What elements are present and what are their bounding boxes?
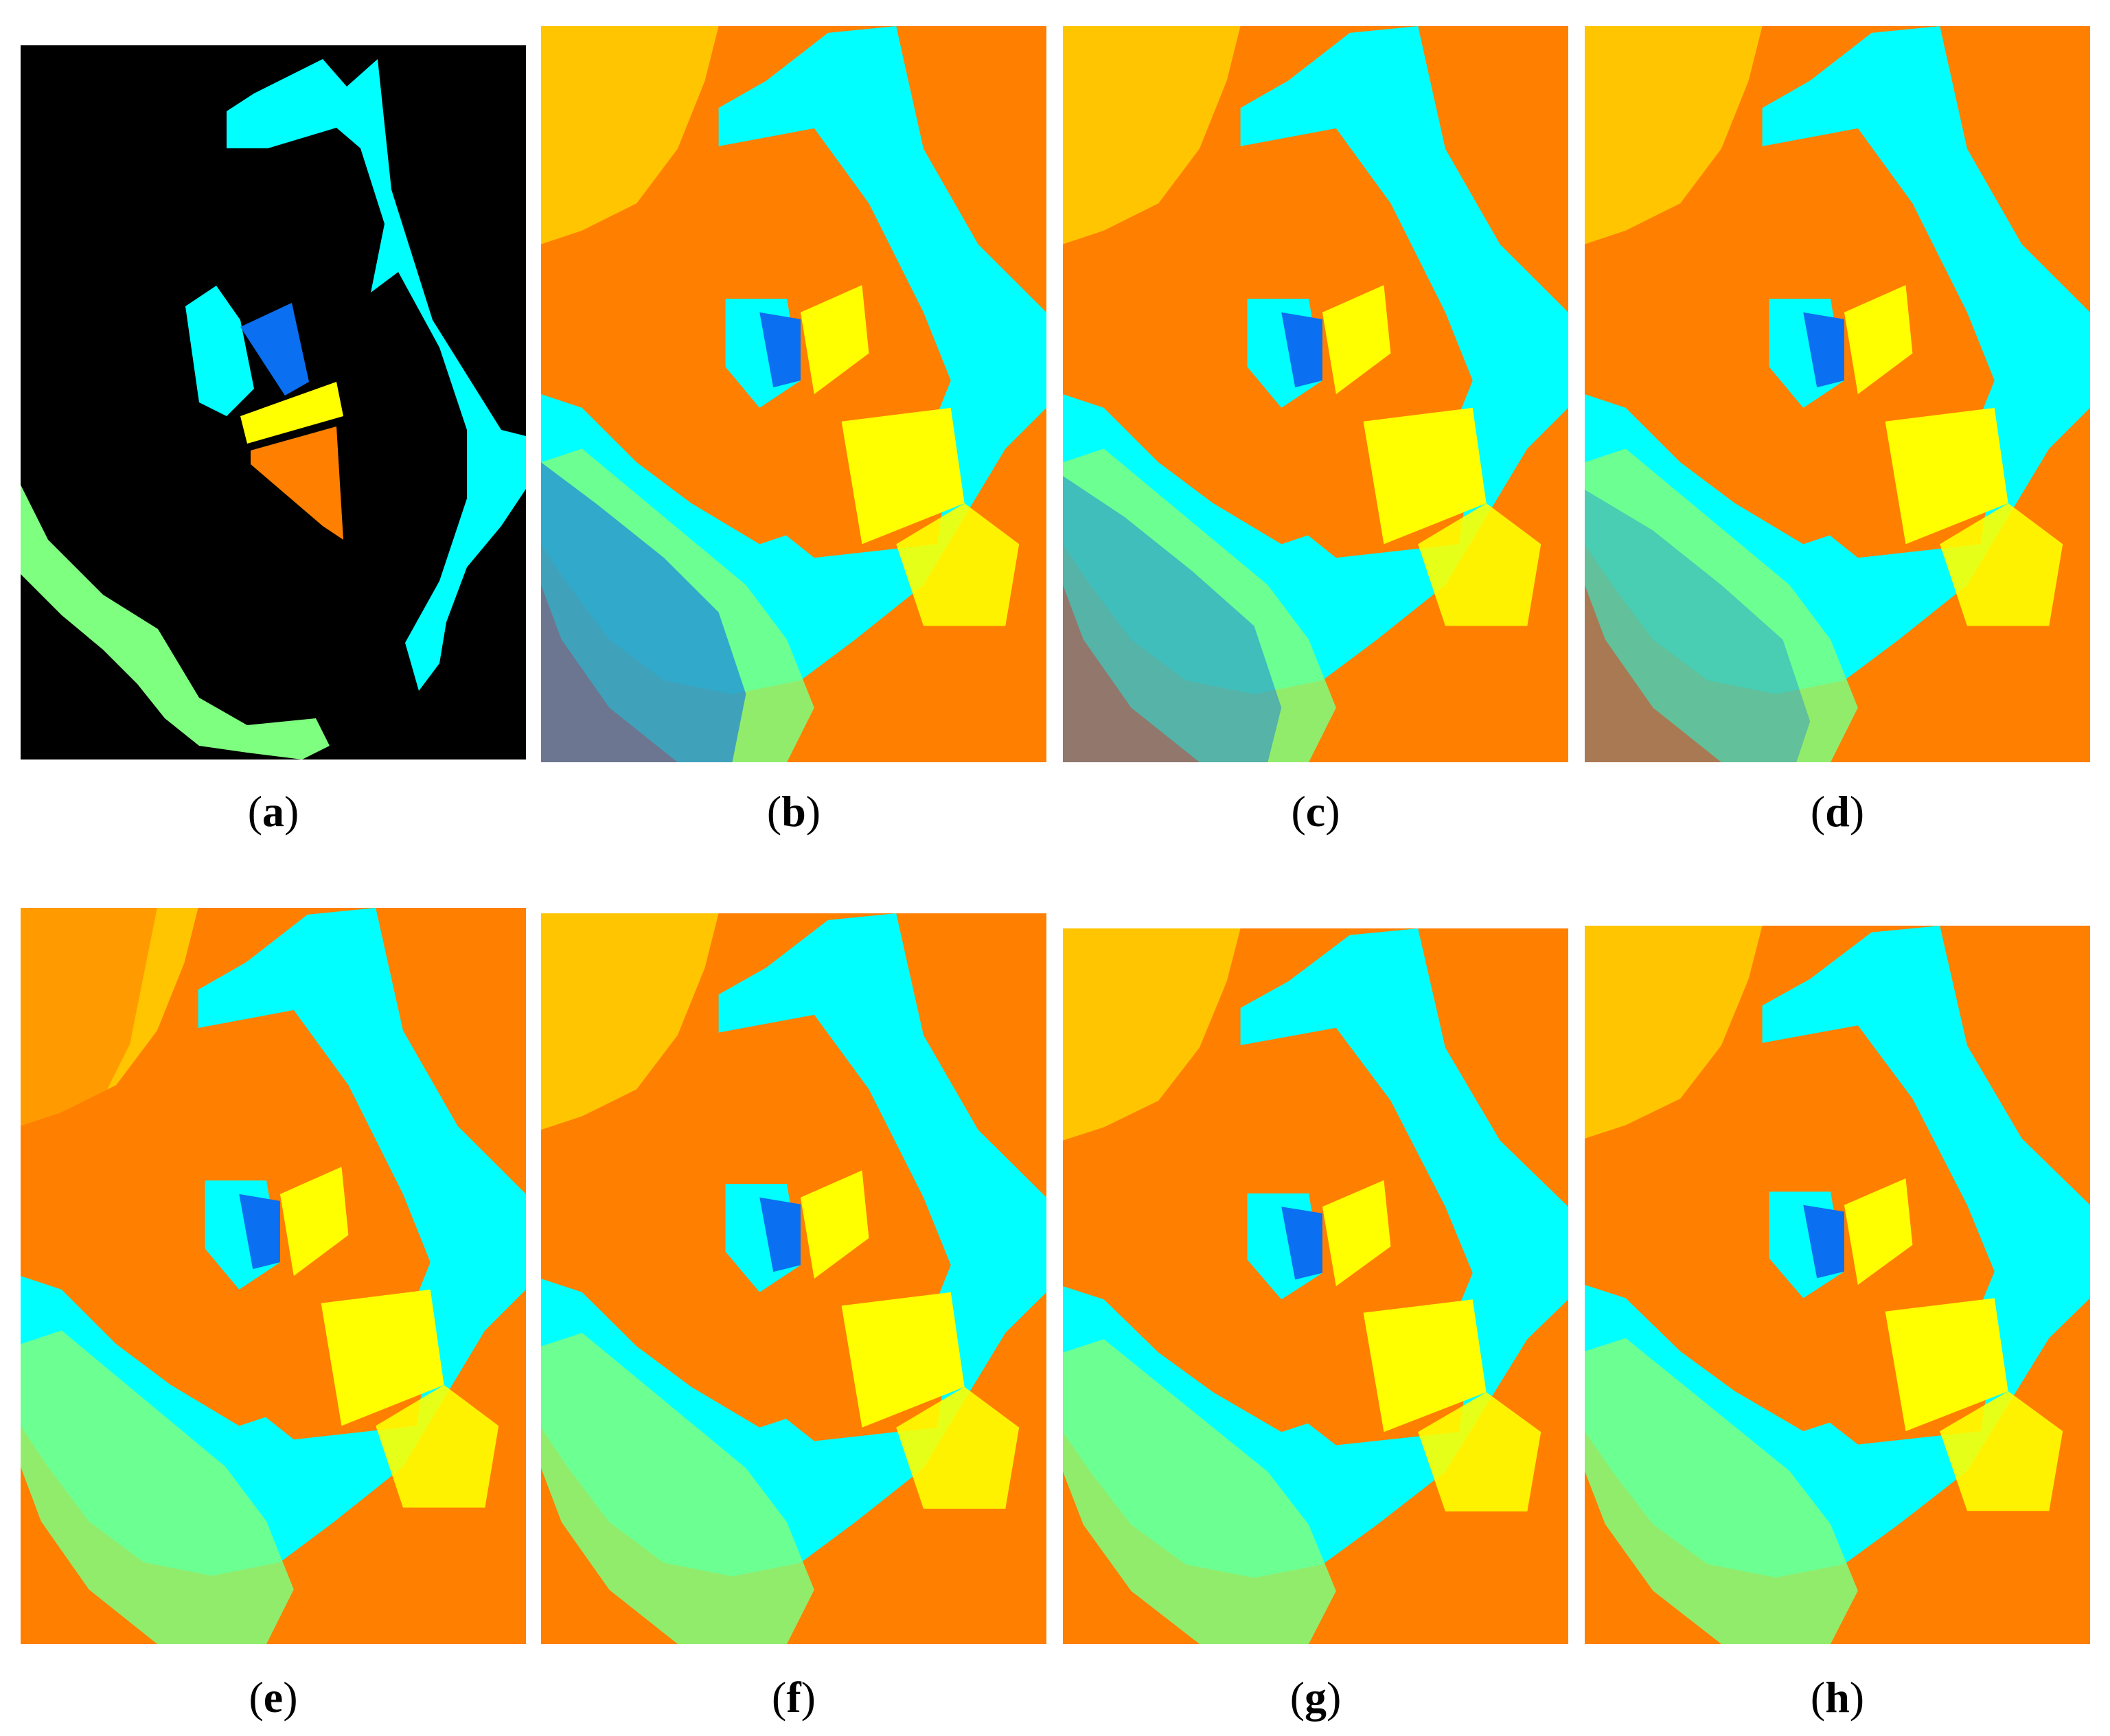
- panel-h-classification-map: [1585, 926, 2090, 1644]
- panel-e-classification-map: [21, 908, 526, 1644]
- panel-d-classification-map: [1585, 26, 2090, 762]
- caption-b: (b): [766, 787, 821, 836]
- panel-g-classification-map: [1063, 928, 1568, 1644]
- caption-c: (c): [1291, 787, 1340, 836]
- caption-d: (d): [1810, 787, 1865, 836]
- caption-e: (e): [249, 1673, 298, 1722]
- caption-g: (g): [1289, 1673, 1342, 1722]
- caption-f: (f): [772, 1673, 816, 1722]
- panel-c-classification-map: [1063, 26, 1568, 762]
- panel-a-ground-truth-map: [21, 45, 526, 760]
- caption-h: (h): [1810, 1673, 1865, 1722]
- panel-f-classification-map: [541, 913, 1046, 1644]
- panel-b-classification-map: [541, 26, 1046, 762]
- caption-a: (a): [247, 787, 299, 836]
